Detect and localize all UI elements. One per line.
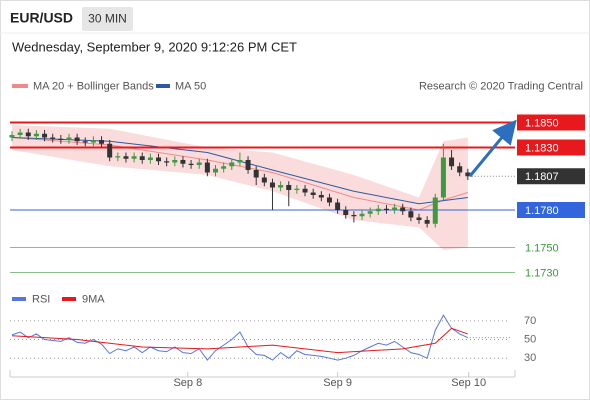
level-label: 1.1850 [525,117,559,129]
candle-body [74,137,80,142]
legend-swatch [12,297,26,301]
candle-body [367,211,373,214]
candle-body [204,162,210,173]
candle-body [99,140,105,144]
candle-body [50,137,56,139]
candle-body [457,166,463,173]
projection-arrow [468,119,517,178]
candle-body [310,192,316,195]
legend-swatch [156,84,170,88]
candle-body [58,138,64,140]
x-tick-label: Sep 9 [323,377,352,389]
candle-body [383,208,389,210]
candle-body [245,160,251,170]
level-badge [517,202,585,218]
candle-body [424,220,430,224]
candle-body [139,156,145,160]
candle-body [147,157,153,160]
rsi-ma-line [11,327,469,354]
candle-body [221,166,227,169]
candle-body [294,188,300,190]
legend-label: MA 50 [175,80,206,92]
legend-swatch [62,297,76,301]
candle-body [375,208,381,212]
x-tick-label: Sep 10 [451,377,486,389]
candle-body [25,132,31,137]
candle-body [180,160,186,164]
candle-body [82,141,88,143]
candle-body [172,160,178,163]
candle-body [449,157,455,167]
level-label: 1.1807 [525,171,559,183]
level-badge [517,139,585,156]
candle-body [213,168,218,173]
candle-body [33,133,39,137]
candle-body [269,182,275,188]
candle-body [131,156,137,159]
level-label: 1.1830 [525,142,559,154]
rsi-tick-label: 50 [524,333,536,345]
legend-label: MA 20 + Bollinger Bands [33,80,154,92]
timeframe: 30 MIN [88,12,127,26]
candle-body [164,161,170,163]
source: Research © 2020 Trading Central [419,80,583,92]
legend-label: RSI [32,293,50,305]
rsi-tick-label: 30 [524,352,536,364]
level-badge [517,168,585,185]
candle-body [432,197,438,224]
candle-body [42,133,48,138]
level-badge [517,114,585,131]
candle-body [465,172,471,177]
candle-body [229,162,235,167]
symbol: EUR/USD [10,10,73,26]
candle-body [261,177,267,183]
candle-body [440,157,446,198]
candle-body [188,163,194,165]
candle-body [196,162,202,165]
candle-body [318,195,324,198]
candle-body [408,211,414,218]
candle-body [351,215,357,217]
level-label: 1.1730 [525,267,559,279]
candle-body [123,156,129,159]
candle-body [416,217,422,220]
candle-body [335,202,341,210]
candle-body [392,207,398,210]
candle-body [107,143,113,158]
candle-body [90,140,96,143]
candle-body [286,185,292,190]
candle-body [66,137,72,140]
candle-body [17,132,23,135]
candle-body [115,156,121,158]
rsi-tick-label: 70 [524,315,536,327]
candle-body [253,170,259,178]
subtitle: Wednesday, September 9, 2020 9:12:26 PM … [12,39,297,54]
rsi-line [11,314,469,361]
candle-body [343,210,349,215]
legend-label: 9MA [82,293,105,305]
x-tick-label: Sep 8 [173,377,202,389]
candle-body [278,185,284,188]
candle-body [156,157,162,162]
candle-body [359,213,365,217]
level-label: 1.1780 [525,205,559,217]
candle-body [400,207,406,212]
legend-swatch [12,84,28,88]
candle-body [326,197,332,203]
candle-body [9,135,15,138]
timeframe-badge [82,7,133,31]
level-label: 1.1750 [525,242,559,254]
candle-body [302,188,308,193]
candle-body [237,160,243,163]
